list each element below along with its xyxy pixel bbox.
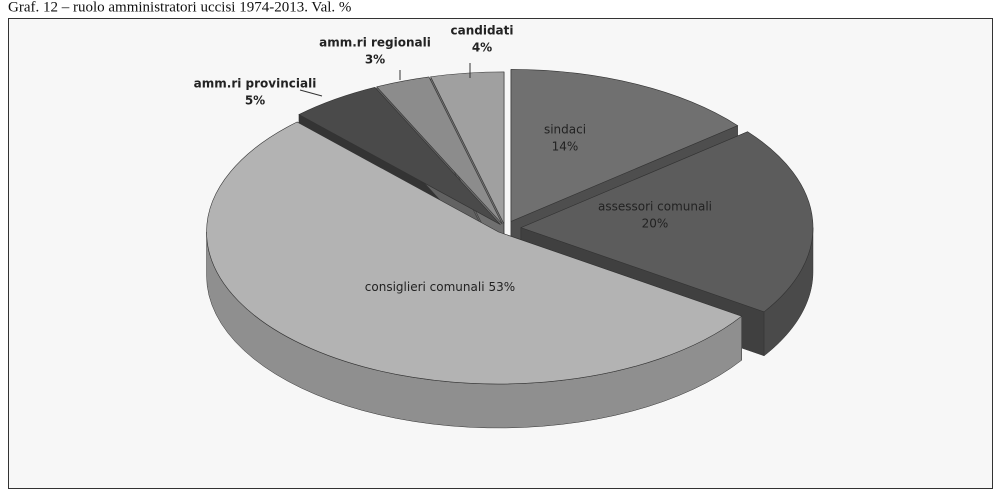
slice — [430, 71, 505, 225]
slice — [510, 69, 739, 222]
slice — [298, 86, 501, 225]
value-label: 4% — [472, 41, 492, 55]
category-label: consiglieri comunali — [365, 280, 485, 294]
slice-label: consiglieri comunali 53% — [365, 280, 515, 294]
category-label: sindaci — [544, 123, 586, 137]
slice — [520, 131, 814, 313]
value-label: 20% — [642, 217, 669, 231]
slice — [206, 121, 743, 385]
category-label: assessori comunali — [598, 200, 712, 214]
value-label: 53% — [489, 280, 516, 294]
leader-line — [299, 89, 323, 97]
category-label: amm.ri regionali — [319, 36, 431, 50]
category-label: candidati — [451, 24, 514, 38]
value-label: 3% — [365, 53, 385, 67]
chart-title: Graf. 12 – ruolo amministratori uccisi 1… — [8, 0, 351, 15]
slice — [376, 76, 503, 225]
value-label: 14% — [552, 140, 579, 154]
value-label: 5% — [245, 94, 265, 108]
category-label: amm.ri provinciali — [194, 77, 317, 91]
